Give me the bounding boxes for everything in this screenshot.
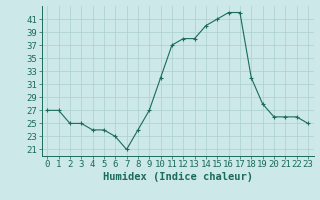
X-axis label: Humidex (Indice chaleur): Humidex (Indice chaleur): [103, 172, 252, 182]
